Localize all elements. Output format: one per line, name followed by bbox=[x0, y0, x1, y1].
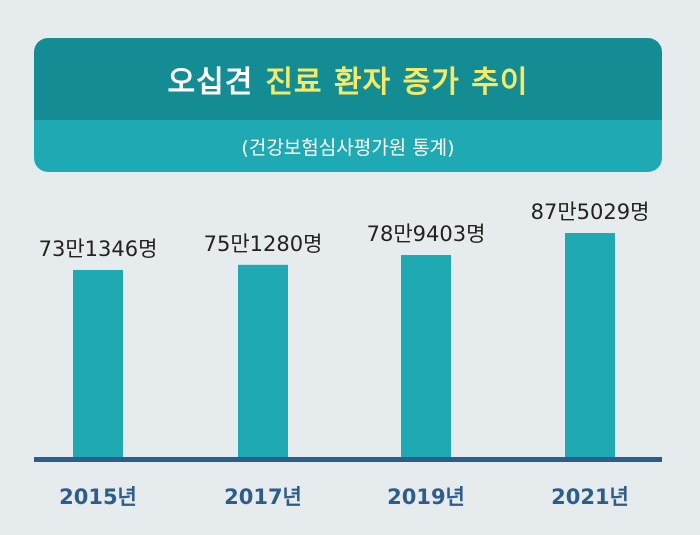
value-label: 87만5029명 bbox=[531, 200, 650, 224]
x-tick-label: 2017년 bbox=[224, 485, 302, 509]
x-tick-label: 2015년 bbox=[59, 485, 137, 509]
value-label: 78만9403명 bbox=[367, 222, 486, 246]
subtitle-bar: (건강보험심사평가원 통계) bbox=[34, 120, 662, 172]
value-label: 73만1346명 bbox=[39, 237, 158, 261]
bar-2015년 bbox=[73, 269, 123, 458]
title-bar: 오십견 진료 환자 증가 추이 bbox=[34, 38, 662, 120]
x-tick-label: 2019년 bbox=[387, 485, 465, 509]
bar-2021년 bbox=[565, 233, 615, 458]
x-tick-label: 2021년 bbox=[551, 485, 629, 509]
subtitle: (건강보험심사평가원 통계) bbox=[241, 136, 455, 159]
bar-2019년 bbox=[401, 255, 451, 458]
title-banner: 오십견 진료 환자 증가 추이 (건강보험심사평가원 통계) bbox=[34, 38, 662, 172]
title-highlight: 진료 환자 증가 추이 bbox=[265, 65, 529, 100]
bar-2017년 bbox=[238, 264, 288, 458]
x-axis-line bbox=[34, 457, 662, 462]
value-label: 75만1280명 bbox=[204, 232, 323, 256]
title-prefix: 오십견 bbox=[167, 65, 254, 100]
